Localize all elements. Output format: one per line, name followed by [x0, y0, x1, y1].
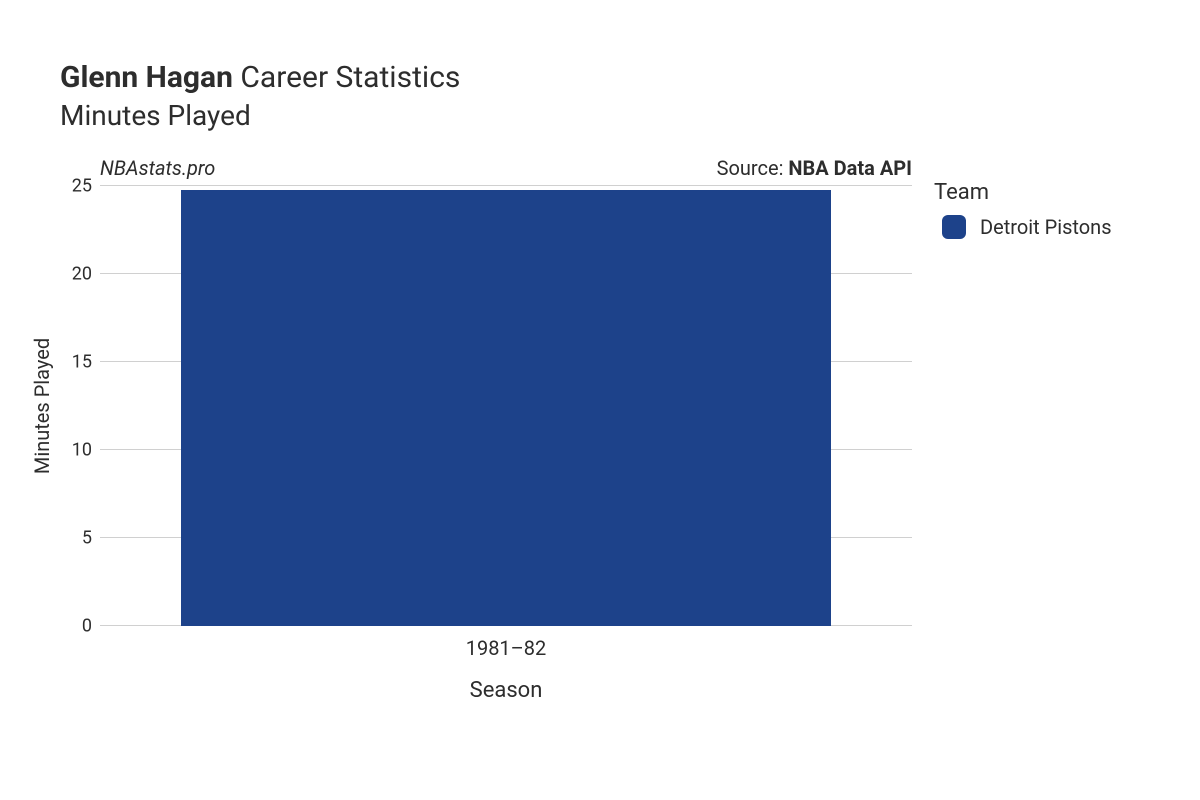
- x-tick-label: 1981–82: [466, 636, 547, 660]
- legend-label: Detroit Pistons: [980, 215, 1112, 239]
- plot-area: [100, 186, 912, 626]
- chart-container: Glenn Hagan Career Statistics Minutes Pl…: [0, 0, 1200, 800]
- y-tick-label: 25: [52, 176, 92, 197]
- legend-item: Detroit Pistons: [942, 215, 1112, 239]
- title-line-1: Glenn Hagan Career Statistics: [60, 60, 460, 95]
- title-suffix: Career Statistics: [240, 60, 460, 95]
- gridline: [100, 185, 912, 186]
- legend-title: Team: [934, 180, 1112, 205]
- y-tick-label: 5: [52, 528, 92, 549]
- title-block: Glenn Hagan Career Statistics Minutes Pl…: [60, 60, 460, 132]
- y-tick-label: 10: [52, 440, 92, 461]
- y-tick-label: 15: [52, 352, 92, 373]
- title-subtitle: Minutes Played: [60, 99, 460, 132]
- source-line: Source: NBA Data API: [717, 156, 912, 180]
- bar: [181, 190, 831, 626]
- y-tick-label: 0: [52, 616, 92, 637]
- source-prefix: Source:: [717, 156, 789, 180]
- x-axis-title: Season: [470, 678, 543, 703]
- y-axis-title: Minutes Played: [30, 338, 54, 474]
- legend-swatch: [942, 215, 966, 239]
- source-name: NBA Data API: [788, 156, 912, 180]
- sub-header: NBAstats.pro Source: NBA Data API: [100, 156, 912, 180]
- legend: Team Detroit Pistons: [934, 180, 1112, 239]
- title-player-name: Glenn Hagan: [60, 60, 233, 95]
- y-tick-label: 20: [52, 264, 92, 285]
- watermark: NBAstats.pro: [100, 156, 215, 180]
